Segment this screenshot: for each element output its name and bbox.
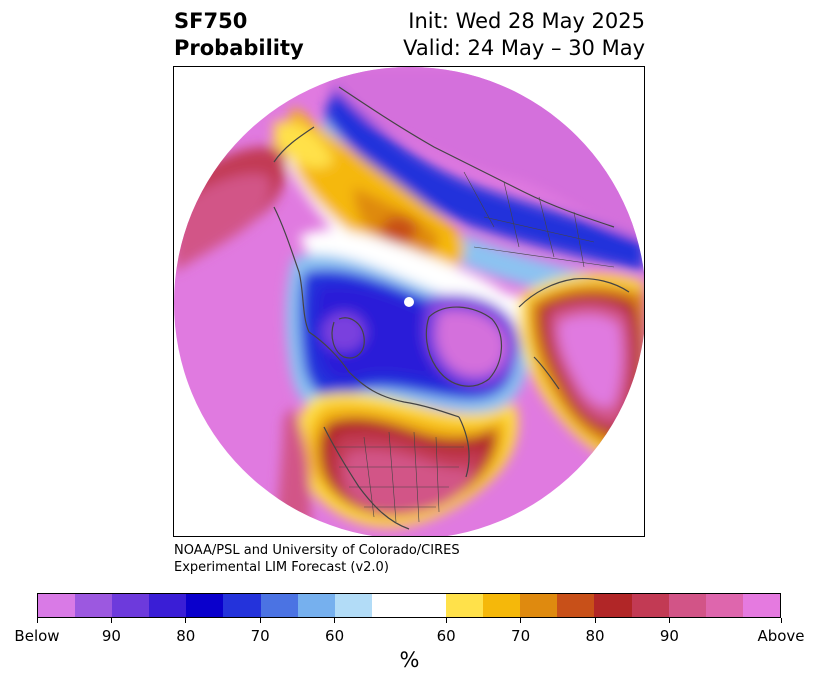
field-atlantic-magenta [558, 314, 622, 408]
colorbar-segment [594, 594, 632, 617]
coast-canada [308, 331, 460, 418]
coast-greenland [425, 306, 503, 387]
coast-alaska [273, 126, 315, 333]
colorbar-tick-label: 60 [325, 627, 345, 645]
pole-white-dot [404, 297, 414, 307]
colorbar-tick [780, 618, 782, 623]
colorbar-segment [297, 594, 335, 617]
colorbar-tick-label: 90 [101, 627, 121, 645]
field-us-pink [343, 449, 474, 514]
field-beaufort-red [381, 216, 417, 244]
colorbar-tick-label: Below [14, 627, 60, 645]
map-frame [173, 66, 645, 537]
colorbar-segment [334, 594, 372, 617]
field-greenland-orchid [436, 310, 506, 377]
title-variable: SF750 [174, 9, 248, 33]
colorbar [37, 593, 781, 618]
field-siberia-blue [324, 87, 644, 272]
credit-line-1: NOAA/PSL and University of Colorado/CIRE… [174, 543, 460, 558]
colorbar-tick-label: 80 [585, 627, 605, 645]
colorbar-tick [594, 618, 596, 623]
colorbar-tick-label: 80 [176, 627, 196, 645]
colorbar-segment [483, 594, 521, 617]
colorbar-tick-label: 70 [250, 627, 270, 645]
colorbar-tick-label: 90 [659, 627, 679, 645]
coastlines [273, 86, 630, 530]
title-left: SF750 Probability [174, 8, 304, 62]
us-state-grid [334, 431, 464, 523]
colorbar-tick-label: Above [757, 627, 805, 645]
colorbar-segment [557, 594, 595, 617]
init-date: Init: Wed 28 May 2025 [408, 9, 645, 33]
colorbar-segment [408, 594, 447, 617]
coast-siberia [338, 86, 615, 228]
colorbar-segment [705, 594, 743, 617]
colorbar-segment [742, 594, 780, 617]
asia-borders [463, 171, 615, 268]
coast-europe [518, 277, 630, 390]
title-type: Probability [174, 36, 304, 60]
colorbar-segment [112, 594, 150, 617]
colorbar-segment [520, 594, 558, 617]
colorbar-tick [334, 618, 336, 623]
colorbar-segment [260, 594, 298, 617]
colorbar-tick-label: 60 [436, 627, 456, 645]
probability-map [174, 67, 644, 536]
coast-hudson-bay [331, 317, 365, 359]
colorbar-tick [36, 618, 38, 623]
colorbar-segment [75, 594, 113, 617]
colorbar-unit: % [399, 648, 420, 672]
colorbar-ticks [36, 618, 782, 626]
probability-field [174, 67, 644, 536]
colorbar-tick [520, 618, 522, 623]
title-right: Init: Wed 28 May 2025 Valid: 24 May – 30… [403, 8, 645, 62]
valid-range: Valid: 24 May – 30 May [403, 36, 645, 60]
colorbar-segment [371, 594, 409, 617]
colorbar-segment [668, 594, 706, 617]
colorbar-segment [446, 594, 484, 617]
colorbar-segment [186, 594, 224, 617]
colorbar-tick [185, 618, 187, 623]
colorbar-tick-label: 70 [511, 627, 531, 645]
colorbar-tick [259, 618, 261, 623]
colorbar-tick [110, 618, 112, 623]
colorbar-segment [631, 594, 669, 617]
field-alaska-yellow [274, 121, 334, 169]
colorbar-tick [668, 618, 670, 623]
credit-line-2: Experimental LIM Forecast (v2.0) [174, 560, 389, 575]
colorbar-segment [223, 594, 261, 617]
colorbar-segment [38, 594, 76, 617]
credit: NOAA/PSL and University of Colorado/CIRE… [174, 542, 460, 576]
colorbar-segment [149, 594, 187, 617]
colorbar-tick [445, 618, 447, 623]
